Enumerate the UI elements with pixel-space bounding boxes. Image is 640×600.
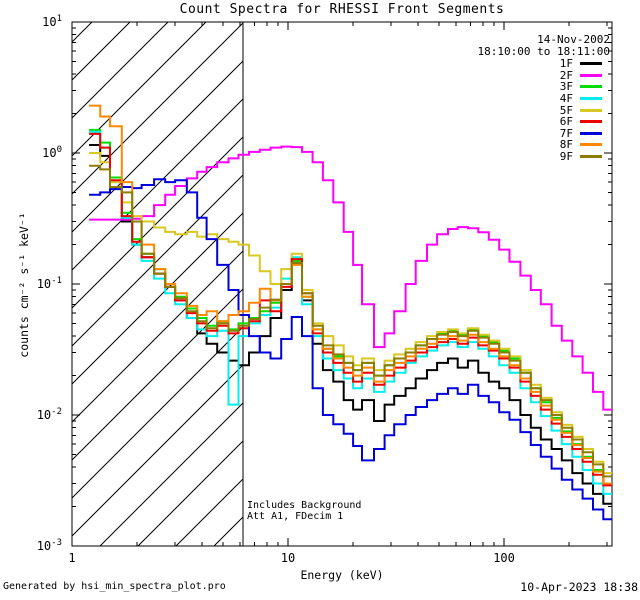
legend-label: 6F — [559, 115, 573, 129]
legend-label: 8F — [559, 138, 573, 152]
legend-label: 1F — [559, 57, 573, 71]
legend-swatch — [580, 108, 602, 112]
y-tick-label: 10-2 — [36, 407, 62, 422]
legend-entry: 2F — [559, 68, 602, 82]
legend-label: 3F — [559, 80, 573, 94]
legend: 1F 2F 3F 4F 5F 6F 7F 8F 9F — [559, 57, 602, 164]
legend-label: 7F — [559, 126, 573, 140]
legend-swatch — [580, 73, 602, 77]
legend-label: 2F — [559, 68, 573, 82]
curve-4F — [89, 130, 612, 495]
legend-entry: 7F — [559, 126, 602, 140]
legend-swatch — [580, 155, 602, 159]
curve-9F — [89, 164, 612, 478]
curve-5F — [89, 152, 612, 475]
page-title: Count Spectra for RHESSI Front Segments — [179, 2, 505, 17]
hatch-region — [72, 22, 244, 546]
annotation-background: Includes Background — [247, 500, 362, 511]
legend-entry: 5F — [559, 103, 602, 117]
observation-time-range: 18:10:00 to 18:11:00 — [477, 45, 610, 58]
curve-6F — [89, 132, 612, 487]
legend-entry: 3F — [559, 80, 602, 94]
legend-swatch — [580, 85, 602, 89]
legend-label: 4F — [559, 92, 573, 106]
x-tick-label: 1 — [68, 551, 76, 565]
curve-8F — [89, 104, 612, 485]
legend-swatch — [580, 131, 602, 135]
legend-label: 9F — [559, 150, 573, 164]
legend-swatch — [580, 62, 602, 66]
plot-annotations: Includes Background Att A1, FDecim 1 — [247, 500, 361, 522]
render-timestamp: 10-Apr-2023 18:38 — [520, 580, 638, 594]
legend-swatch — [580, 120, 602, 124]
legend-label: 5F — [559, 103, 573, 117]
curve-2F — [89, 145, 612, 411]
x-tick-label: 100 — [493, 551, 515, 565]
x-axis-label: Energy (keV) — [300, 568, 384, 582]
legend-swatch — [580, 143, 602, 147]
y-tick-label: 101 — [42, 14, 62, 29]
generator-credit: Generated by hsi_min_spectra_plot.pro — [3, 581, 226, 592]
legend-entry: 4F — [559, 92, 602, 106]
legend-entry: 8F — [559, 138, 602, 152]
x-tick-label: 10 — [280, 551, 296, 565]
annotation-attenuator: Att A1, FDecim 1 — [247, 511, 344, 522]
legend-swatch — [580, 97, 602, 101]
y-tick-label: 100 — [42, 145, 62, 160]
y-tick-label: 10-3 — [36, 538, 62, 553]
legend-entry: 9F — [559, 150, 602, 164]
observation-date: 14-Nov-2002 — [537, 33, 610, 46]
y-tick-label: 10-1 — [36, 276, 62, 291]
curve-7F — [89, 178, 612, 521]
legend-entry: 6F — [559, 115, 602, 129]
legend-entry: 1F — [559, 57, 602, 71]
